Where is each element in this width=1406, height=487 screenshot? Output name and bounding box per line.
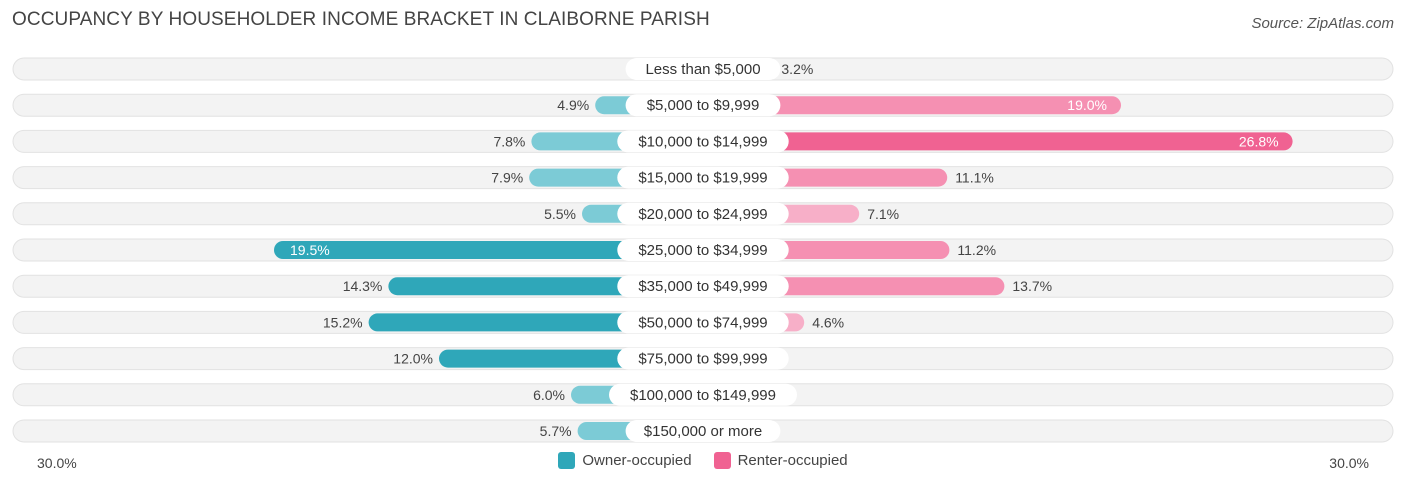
renter-value-label: 11.2% (957, 242, 996, 258)
category-label: $10,000 to $14,999 (638, 133, 767, 150)
category-label: $75,000 to $99,999 (638, 351, 767, 368)
legend-owner-label: Owner-occupied (582, 452, 692, 469)
owner-value-label: 6.0% (533, 387, 565, 403)
renter-bar (693, 132, 1293, 151)
renter-value-label: 26.8% (1239, 133, 1279, 149)
renter-bar (693, 96, 1121, 115)
legend: Owner-occupied Renter-occupied (0, 452, 1406, 469)
category-label: $15,000 to $19,999 (638, 170, 767, 187)
category-pill (617, 275, 789, 298)
category-label: $50,000 to $74,999 (638, 314, 767, 331)
category-label: $5,000 to $9,999 (647, 97, 760, 114)
owner-value-label: 15.2% (323, 314, 363, 330)
category-pill (617, 130, 789, 153)
category-label: $35,000 to $49,999 (638, 278, 767, 295)
category-pill (625, 420, 781, 442)
category-pill (617, 239, 789, 261)
category-label: $20,000 to $24,999 (638, 206, 767, 223)
renter-value-label: 3.2% (781, 61, 813, 77)
owner-value-label: 7.9% (491, 170, 523, 186)
owner-bar (274, 241, 713, 259)
chart-title: OCCUPANCY BY HOUSEHOLDER INCOME BRACKET … (12, 9, 710, 30)
category-pill (609, 383, 797, 406)
category-label: Less than $5,000 (645, 61, 760, 78)
renter-value-label: 19.0% (1067, 97, 1107, 113)
category-label: $25,000 to $34,999 (638, 242, 767, 259)
owner-value-label: 12.0% (393, 351, 433, 367)
owner-value-label: 14.3% (343, 278, 383, 294)
renter-value-label: 7.1% (867, 206, 899, 222)
category-pill (617, 202, 789, 225)
renter-swatch (713, 452, 731, 469)
axis-left-label: 30.0% (37, 455, 77, 471)
category-pill (617, 166, 789, 189)
category-label: $100,000 to $149,999 (630, 387, 776, 404)
category-label: $150,000 or more (644, 423, 762, 440)
owner-value-label: 5.7% (540, 423, 572, 439)
category-pill (625, 58, 781, 80)
owner-value-label: 19.5% (290, 242, 330, 258)
source-label: Source: ZipAtlas.com (1251, 15, 1394, 32)
category-pill (617, 347, 789, 370)
legend-item-renter[interactable]: Renter-occupied (713, 452, 848, 469)
owner-value-label: 5.5% (544, 206, 576, 222)
legend-item-owner[interactable]: Owner-occupied (558, 452, 692, 469)
category-pill (625, 94, 781, 117)
renter-value-label: 13.7% (1012, 278, 1052, 294)
owner-value-label: 7.8% (493, 133, 525, 149)
legend-renter-label: Renter-occupied (737, 452, 848, 469)
renter-value-label: 11.1% (955, 170, 994, 186)
axis-right-label: 30.0% (1329, 455, 1369, 471)
owner-value-label: 4.9% (557, 97, 589, 113)
owner-swatch (558, 452, 576, 469)
category-pill (617, 311, 789, 334)
renter-value-label: 4.6% (812, 314, 844, 330)
